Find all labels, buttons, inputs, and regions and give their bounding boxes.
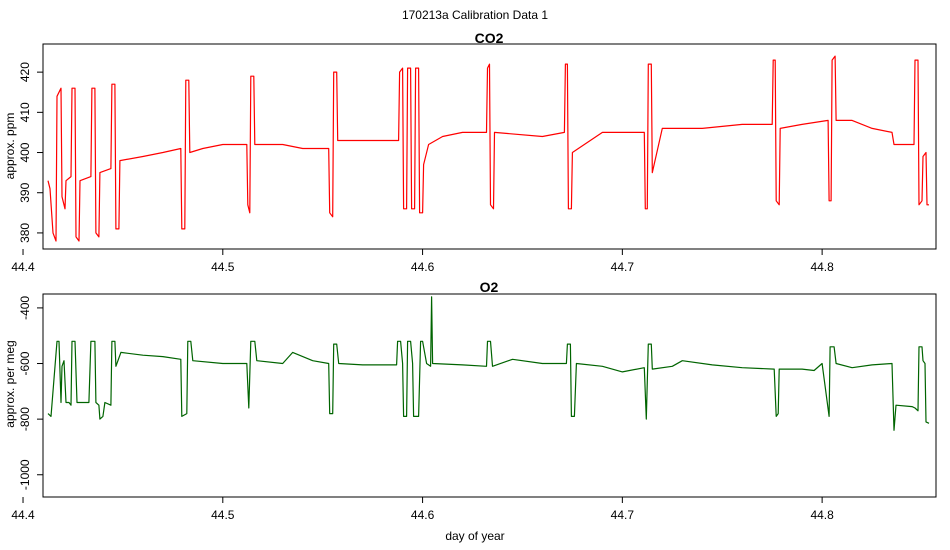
co2-y-axis: 380 390 400 410 420 <box>18 62 43 243</box>
o2-y-tick-label: -1000 <box>18 459 32 490</box>
o2-y-axis-label: approx. per meg <box>3 340 17 427</box>
co2-y-tick-label: 390 <box>18 182 32 202</box>
o2-x-tick-label: 44.7 <box>611 508 635 522</box>
o2-x-tick-label: 44.8 <box>810 508 834 522</box>
co2-y-tick-label: 400 <box>18 142 32 162</box>
co2-series-group <box>47 55 929 242</box>
co2-panel-title: CO2 <box>475 30 504 46</box>
x-axis-label: day of year <box>445 529 504 543</box>
o2-y-tick-label: -400 <box>18 296 32 320</box>
co2-x-tick-label: 44.4 <box>11 260 35 274</box>
co2-plot-frame <box>42 43 937 250</box>
o2-plot-frame <box>42 293 937 498</box>
figure-title: 170213a Calibration Data 1 <box>402 8 548 22</box>
co2-y-axis-label: approx. ppm <box>3 113 17 180</box>
o2-panel: O2 approx. per meg -1000 -800 -600 -400 44.… <box>3 279 937 522</box>
o2-x-tick-label: 44.6 <box>411 508 435 522</box>
co2-panel: CO2 approx. ppm 380 390 400 410 420 44.4 44.5… <box>3 30 937 274</box>
o2-panel-title: O2 <box>480 279 499 295</box>
o2-series-line <box>47 296 930 431</box>
o2-x-axis: 44.4 44.5 44.6 44.7 44.8 <box>11 497 834 522</box>
co2-x-tick-label: 44.6 <box>411 260 435 274</box>
o2-series-group <box>47 296 930 431</box>
co2-y-tick-label: 380 <box>18 223 32 243</box>
o2-x-tick-label: 44.5 <box>211 508 235 522</box>
o2-y-tick-label: -600 <box>18 351 32 375</box>
co2-y-tick-label: 420 <box>18 62 32 82</box>
o2-x-tick-label: 44.4 <box>11 508 35 522</box>
o2-y-axis: -1000 -800 -600 -400 <box>18 296 43 490</box>
o2-y-tick-label: -800 <box>18 407 32 431</box>
co2-x-tick-label: 44.8 <box>810 260 834 274</box>
co2-y-tick-label: 410 <box>18 102 32 122</box>
co2-x-axis: 44.4 44.5 44.6 44.7 44.8 <box>11 249 834 274</box>
co2-x-tick-label: 44.7 <box>611 260 635 274</box>
co2-x-tick-label: 44.5 <box>211 260 235 274</box>
co2-series-line <box>47 55 929 242</box>
